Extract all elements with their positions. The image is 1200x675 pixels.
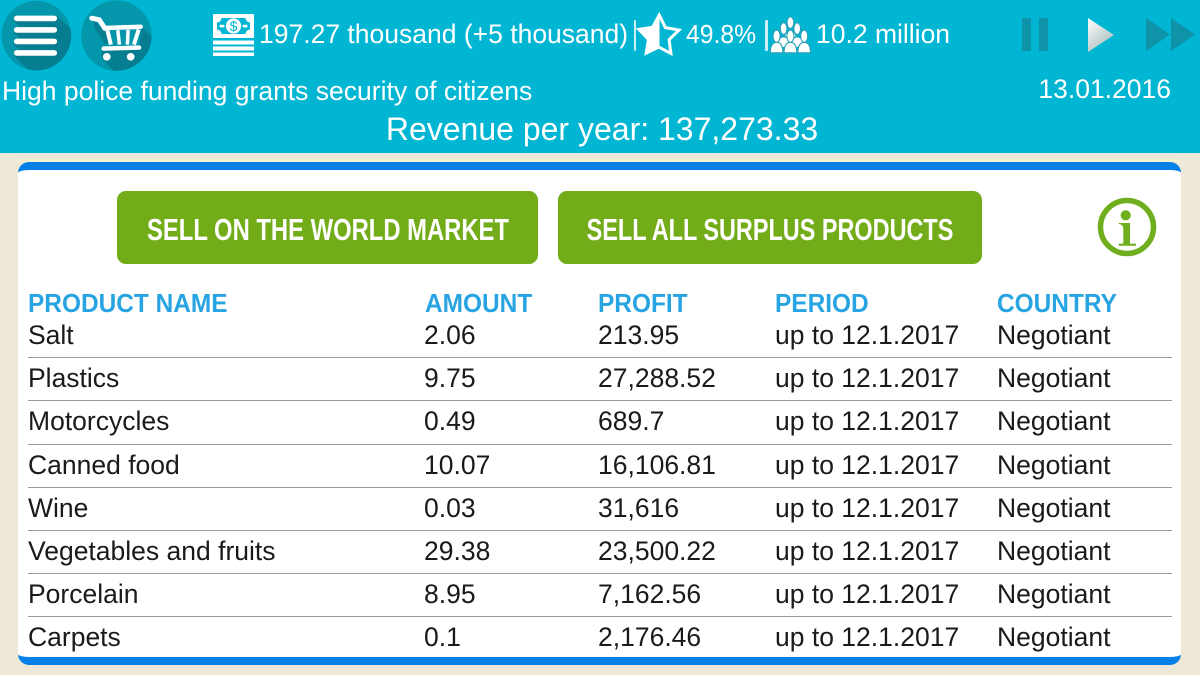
- svg-text:$: $: [230, 18, 238, 34]
